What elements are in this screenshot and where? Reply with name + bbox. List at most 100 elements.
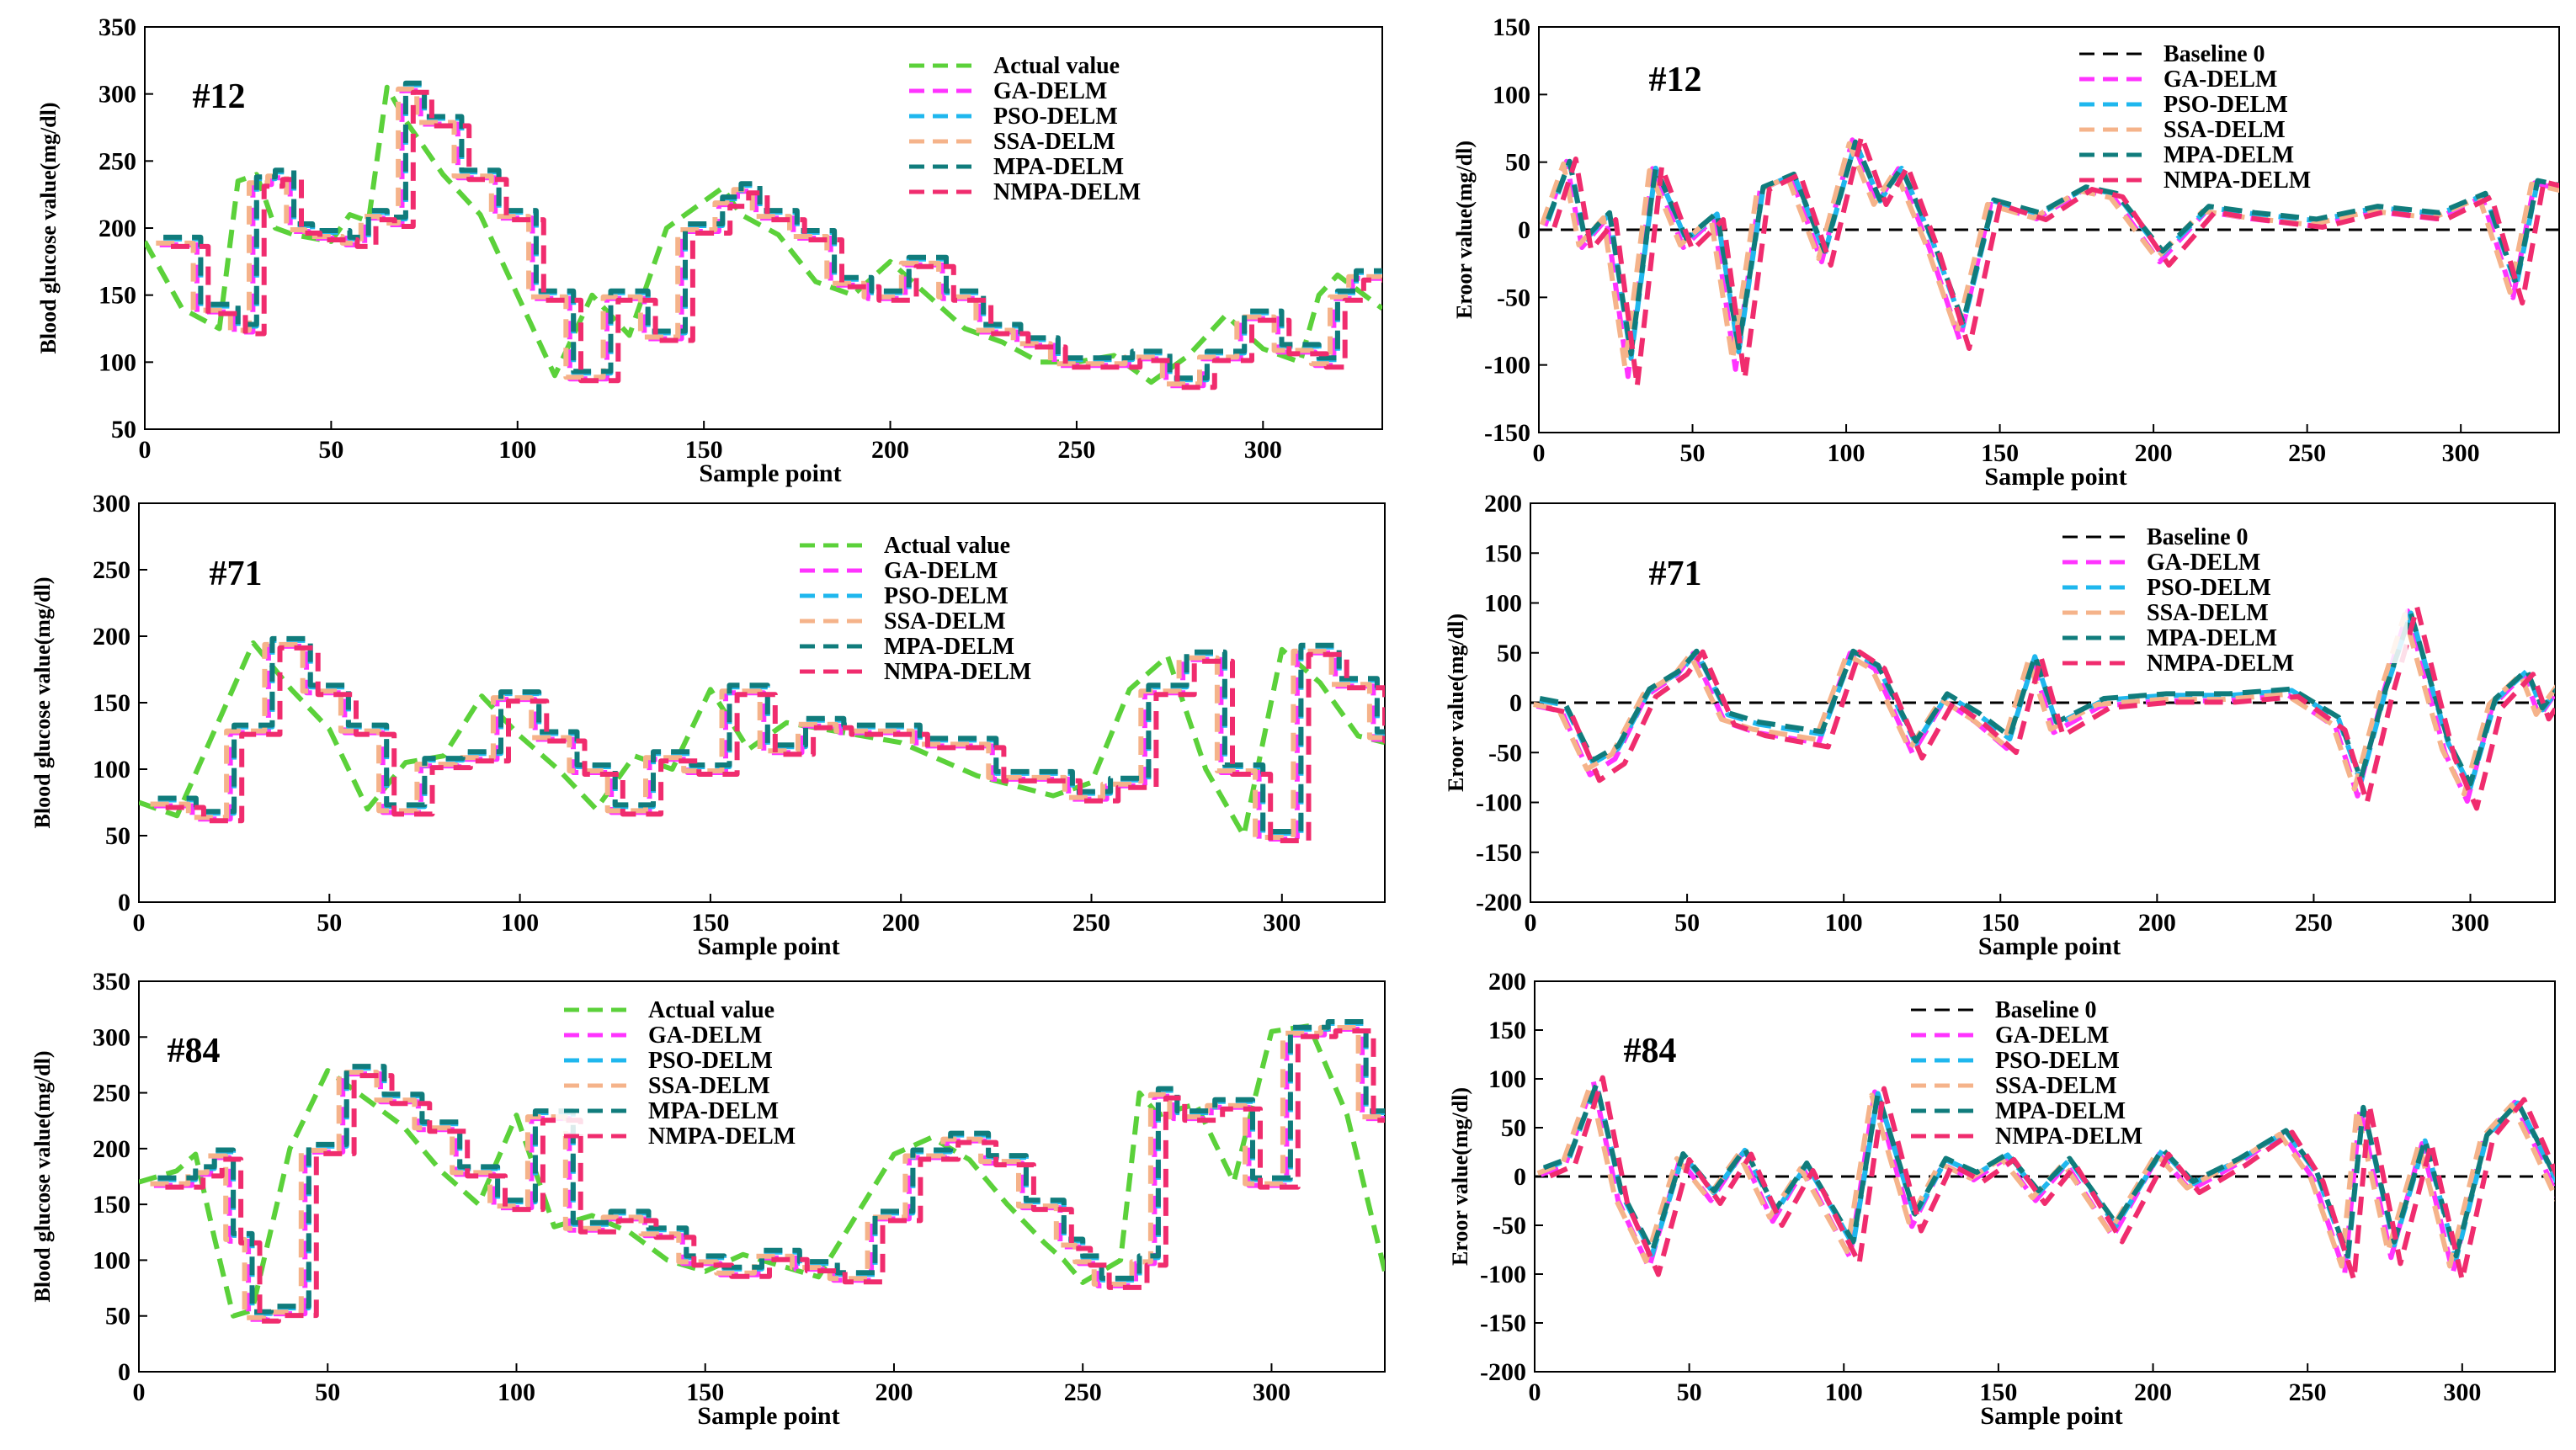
x-tick-label: 150 xyxy=(1979,1378,2017,1406)
x-tick-label: 150 xyxy=(1982,909,2020,937)
y-tick-label: 0 xyxy=(1518,216,1530,244)
y-tick-label: 100 xyxy=(1493,81,1530,109)
x-tick-label: 300 xyxy=(2443,1378,2481,1406)
y-tick-label: 250 xyxy=(98,147,136,175)
chart-panel-6: 0 50 100 150 200 250 300 -200 -150 -100 -50 0 50 100 1… xyxy=(1448,968,2556,1430)
x-axis-label: Sample point xyxy=(699,459,841,487)
x-tick-label: 300 xyxy=(1253,1378,1291,1406)
legend-label-pso-delm: PSO-DELM xyxy=(884,583,1009,609)
y-tick-label: 50 xyxy=(111,416,136,443)
y-tick-label: 0 xyxy=(1514,1163,1526,1191)
x-tick-label: 200 xyxy=(2134,1378,2172,1406)
plot-area xyxy=(1539,134,2559,389)
y-tick-label: 250 xyxy=(93,556,130,584)
y-tick-label: 50 xyxy=(1497,640,1522,667)
series-mpa-delm xyxy=(1539,610,2555,787)
chart-panel-2: 0 50 100 150 200 250 300-150-100-50050100150Sa… xyxy=(1452,13,2560,491)
legend-label-nmpa-delm: NMPA-DELM xyxy=(1995,1123,2142,1150)
x-tick-label: 0 xyxy=(1533,439,1546,467)
y-tick-label: 200 xyxy=(93,623,130,651)
legend-label-nmpa-delm: NMPA-DELM xyxy=(648,1123,796,1150)
legend-label-nmpa-delm: NMPA-DELM xyxy=(2147,651,2294,677)
legend-label-nmpa-delm: NMPA-DELM xyxy=(2164,167,2311,194)
x-tick-label: 50 xyxy=(1677,1378,1702,1406)
x-tick-label: 50 xyxy=(318,436,343,464)
legend: Baseline 0GA-DELMPSO-DELMSSA-DELMMPA-DEL… xyxy=(1903,995,2256,1150)
x-tick-label: 100 xyxy=(1825,1378,1863,1406)
series-mpa-delm xyxy=(1542,1081,2555,1259)
y-tick-label: -150 xyxy=(1476,839,1522,867)
legend-label-mpa-delm: MPA-DELM xyxy=(648,1098,779,1124)
chart-panel-1: 0 50 100 150 200 250 30050100150200250300350Sa… xyxy=(36,13,1383,487)
legend-label-pso-delm: PSO-DELM xyxy=(648,1048,773,1074)
series-nmpa-delm xyxy=(1545,604,2555,811)
series-mpa-delm xyxy=(163,80,1382,381)
y-tick-label: 200 xyxy=(1488,968,1526,996)
plot-area xyxy=(1535,1075,2555,1283)
legend-label-ga-delm: GA-DELM xyxy=(1995,1022,2109,1049)
x-tick-label: 50 xyxy=(1674,909,1700,937)
y-tick-label: 150 xyxy=(1488,1017,1526,1044)
x-tick-label: 150 xyxy=(1981,439,2019,467)
y-tick-label: 150 xyxy=(1493,13,1530,41)
legend-label-actual-value: Actual value xyxy=(993,53,1120,79)
x-tick-label: 50 xyxy=(317,909,342,937)
y-tick-label: -50 xyxy=(1488,739,1522,767)
x-tick-label: 300 xyxy=(1263,909,1301,937)
y-tick-label: 150 xyxy=(93,1191,130,1219)
series-nmpa-delm xyxy=(165,645,1385,843)
x-axis-label: Sample point xyxy=(697,932,839,960)
y-tick-label: 300 xyxy=(98,81,136,109)
legend-label-mpa-delm: MPA-DELM xyxy=(2147,625,2277,651)
x-tick-label: 150 xyxy=(691,909,729,937)
legend-label-pso-delm: PSO-DELM xyxy=(1995,1048,2120,1074)
y-axis-label: Eroor value(mg/dl) xyxy=(1452,141,1477,319)
x-tick-label: 200 xyxy=(2135,439,2173,467)
panel-label: #12 xyxy=(193,77,246,116)
legend-label-nmpa-delm: NMPA-DELM xyxy=(993,179,1141,205)
legend-label-mpa-delm: MPA-DELM xyxy=(884,634,1014,660)
x-tick-label: 300 xyxy=(2442,439,2480,467)
x-tick-label: 100 xyxy=(1828,439,1865,467)
x-tick-label: 200 xyxy=(875,1378,913,1406)
chart-panel-5: 0 50 100 150 200 250 300 0 50 100 150 200 250 300 350 S… xyxy=(30,968,1386,1430)
legend-label-pso-delm: PSO-DELM xyxy=(2147,575,2271,601)
x-tick-label: 0 xyxy=(133,909,146,937)
panel-label: #71 xyxy=(210,555,263,593)
legend-label-ga-delm: GA-DELM xyxy=(2147,550,2260,576)
plot-area xyxy=(139,635,1385,843)
legend-label-ssa-delm: SSA-DELM xyxy=(884,608,1006,635)
plot-frame xyxy=(138,980,1386,1373)
legend-label-mpa-delm: MPA-DELM xyxy=(2164,142,2294,168)
legend-label-nmpa-delm: NMPA-DELM xyxy=(884,659,1031,685)
plot-area xyxy=(139,1019,1385,1324)
legend-label-ssa-delm: SSA-DELM xyxy=(648,1073,770,1099)
x-tick-label: 250 xyxy=(2288,439,2326,467)
legend-label-ssa-delm: SSA-DELM xyxy=(2147,600,2269,626)
series-mpa-delm xyxy=(157,1019,1385,1315)
plot-area xyxy=(145,80,1382,390)
y-tick-label: 200 xyxy=(93,1135,130,1163)
y-tick-label: 0 xyxy=(1509,689,1522,717)
legend-label-mpa-delm: MPA-DELM xyxy=(993,154,1124,180)
series-ga-delm xyxy=(1540,1079,2555,1276)
x-tick-label: 100 xyxy=(1825,909,1863,937)
y-tick-label: 0 xyxy=(118,1358,130,1386)
legend-label-ssa-delm: SSA-DELM xyxy=(1995,1073,2117,1099)
legend-label-baseline-0: Baseline 0 xyxy=(1995,997,2097,1023)
y-tick-label: -100 xyxy=(1484,352,1530,380)
y-tick-label: 150 xyxy=(93,689,130,717)
x-tick-label: 200 xyxy=(2138,909,2176,937)
x-tick-label: 300 xyxy=(1244,436,1282,464)
x-tick-label: 0 xyxy=(133,1378,146,1406)
x-tick-label: 100 xyxy=(498,1378,535,1406)
legend-label-baseline-0: Baseline 0 xyxy=(2164,41,2265,67)
x-tick-label: 100 xyxy=(501,909,539,937)
series-nmpa-delm xyxy=(1549,1075,2555,1283)
y-tick-label: 350 xyxy=(98,13,136,41)
x-tick-label: 50 xyxy=(315,1378,340,1406)
panel-label: #84 xyxy=(168,1032,221,1070)
y-tick-label: 100 xyxy=(98,348,136,376)
y-tick-label: 200 xyxy=(1484,490,1522,518)
